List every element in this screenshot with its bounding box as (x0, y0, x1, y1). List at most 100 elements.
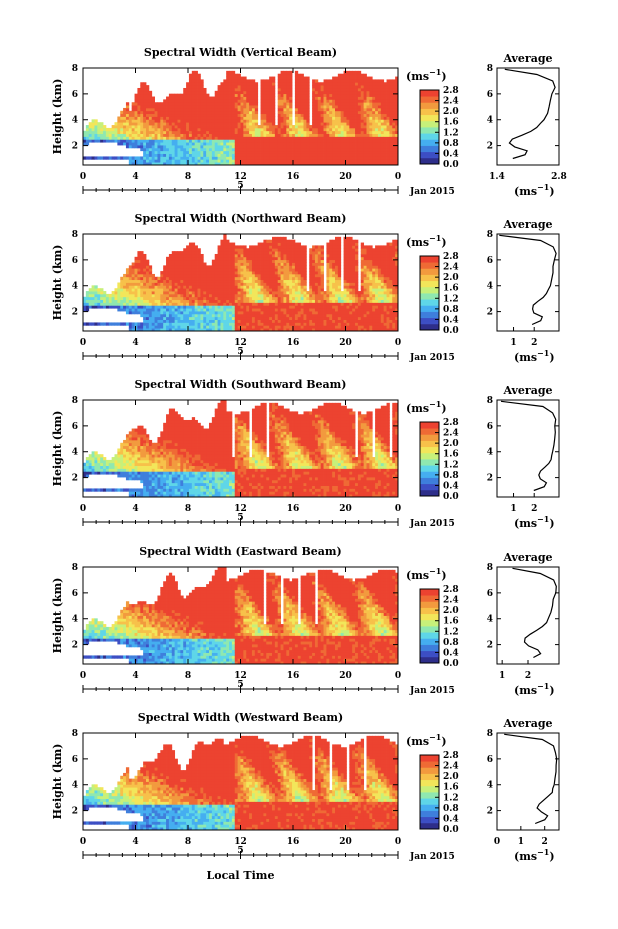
colorbar-segment (420, 155, 439, 157)
heatmap-cell (188, 156, 193, 160)
heatmap-cell (309, 127, 313, 132)
heatmap-cell (151, 325, 155, 329)
heatmap-cell (160, 113, 164, 117)
heatmap-cell (174, 262, 178, 266)
heatmap-cell (180, 113, 184, 117)
heatmap-cell (277, 130, 281, 135)
heatmap-cell (97, 130, 101, 135)
heatmap-cell (223, 251, 227, 255)
heatmap-cell (251, 308, 256, 312)
heatmap-cell (277, 251, 281, 255)
heatmap-cell (286, 311, 290, 315)
heatmap-cell (266, 273, 270, 278)
heatmap-cell (300, 127, 304, 132)
heatmap-cell (186, 102, 190, 106)
heatmap-cell (337, 122, 342, 126)
colorbar-segment (420, 103, 439, 106)
heatmap-cell (209, 133, 213, 137)
heatmap-cell (292, 147, 296, 152)
heatmap-cell (251, 285, 256, 289)
heatmap-cell (343, 76, 347, 80)
heatmap-cell (372, 153, 376, 157)
heatmap-cell (352, 87, 356, 92)
heatmap-cell (251, 302, 256, 306)
heatmap-cell (329, 96, 333, 100)
heatmap-cell (197, 328, 201, 332)
heatmap-cell (300, 136, 304, 140)
heatmap-cell (157, 150, 161, 154)
heatmap-cell (94, 139, 98, 143)
heatmap-cell (134, 282, 138, 286)
heatmap-cell (266, 291, 270, 295)
heatmap-cell (229, 265, 233, 269)
heatmap-cell (206, 159, 210, 163)
heatmap-cell (266, 147, 270, 152)
heatmap-cell (306, 156, 310, 160)
heatmap-cell (272, 76, 276, 80)
heatmap-cell (206, 136, 210, 140)
heatmap-cell (297, 159, 302, 163)
heatmap-cell (151, 291, 155, 295)
heatmap-cell (355, 79, 359, 83)
heatmap-cell (186, 93, 190, 97)
heatmap-cell (97, 296, 101, 301)
heatmap-cell (246, 113, 250, 117)
heatmap-cell (320, 162, 324, 166)
heatmap-cell (395, 122, 399, 126)
heatmap-cell (357, 85, 362, 89)
heatmap-cell (200, 113, 204, 117)
heatmap-cell (269, 288, 273, 292)
heatmap-cell (97, 127, 101, 132)
heatmap-cell (194, 107, 198, 112)
heatmap-cell (128, 162, 133, 166)
heatmap-cell (125, 308, 130, 312)
heatmap-cell (246, 268, 250, 272)
heatmap-cell (306, 162, 310, 166)
heatmap-cell (323, 87, 327, 92)
heatmap-cell (292, 308, 296, 312)
heatmap-cell (294, 136, 299, 140)
heatmap-cell (372, 85, 376, 89)
heatmap-cell (188, 288, 193, 292)
heatmap-cell (151, 319, 155, 323)
heatmap-cell (251, 288, 256, 292)
heatmap-cell (277, 236, 281, 241)
heatmap-cell (277, 256, 281, 261)
heatmap-cell (386, 96, 390, 100)
heatmap-cell (294, 96, 299, 100)
heatmap-cell (148, 319, 153, 323)
heatmap-cell (260, 262, 264, 266)
heatmap-cell (343, 116, 347, 120)
heatmap-cell (180, 150, 184, 154)
heatmap-cell (317, 85, 322, 89)
heatmap-cell (269, 153, 273, 157)
heatmap-cell (194, 87, 198, 92)
heatmap-cell (309, 271, 313, 275)
heatmap-cell (237, 291, 241, 295)
heatmap-cell (168, 328, 173, 332)
heatmap-cell (134, 305, 138, 309)
colorbar-tick-label: 2.4 (443, 97, 459, 107)
heatmap-cell (260, 299, 264, 303)
heatmap-cell (294, 99, 299, 103)
heatmap-cell (151, 99, 155, 103)
colorbar-segment (420, 91, 439, 93)
heatmap-cell (131, 302, 135, 306)
heatmap-cell (166, 110, 170, 115)
heatmap-cell (297, 82, 302, 86)
heatmap-cell (200, 136, 204, 140)
heatmap-cell (303, 265, 307, 269)
heatmap-cell (314, 328, 319, 332)
heatmap-cell (103, 302, 107, 306)
heatmap-cell (229, 82, 233, 86)
heatmap-cell (140, 96, 144, 100)
heatmap-cell (392, 110, 396, 115)
heatmap-cell (366, 76, 370, 80)
heatmap-cell (389, 125, 393, 129)
y-tick-label: 2 (72, 142, 78, 152)
heatmap-cell (229, 110, 233, 115)
heatmap-cell (243, 142, 247, 146)
heatmap-cell (191, 73, 196, 77)
heatmap-cell (123, 127, 127, 132)
heatmap-cell (191, 242, 196, 246)
